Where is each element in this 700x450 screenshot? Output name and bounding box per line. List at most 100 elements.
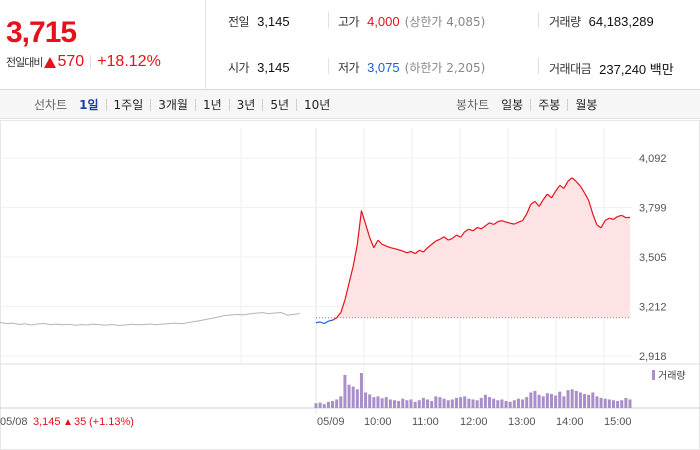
line-chart-title: 선차트: [34, 98, 68, 112]
prev-day-series-line: [0, 311, 301, 326]
volume-bar: [339, 396, 343, 408]
volume-bar: [314, 403, 318, 408]
up-triangle-icon: ▲: [63, 417, 73, 428]
volume-bar: [504, 401, 508, 408]
series-line-up: [604, 217, 610, 221]
stat-label: 거래량: [549, 15, 581, 29]
divider: [538, 12, 539, 28]
volume-bar: [393, 400, 396, 408]
prev-day-change: 35: [74, 416, 86, 428]
series-line-up: [596, 224, 602, 229]
series-line-up: [526, 203, 532, 215]
volume-bar: [409, 399, 413, 408]
volume-bar: [471, 399, 475, 408]
volume-bar: [331, 401, 335, 408]
divider: [228, 98, 230, 111]
volume-bar: [475, 400, 479, 408]
series-line-up: [352, 244, 358, 267]
tab-line-period-1[interactable]: 1일: [79, 98, 99, 112]
volume-bar: [578, 392, 582, 408]
series-line-up: [485, 222, 490, 227]
series-line-up: [555, 184, 561, 192]
series-line-up: [584, 192, 590, 201]
volume-bar: [421, 397, 425, 408]
divider: [105, 98, 107, 111]
tab-line-period-7[interactable]: 10년: [304, 98, 331, 112]
volume-bar: [322, 404, 326, 408]
tab-line-period-3[interactable]: 3개월: [158, 98, 188, 112]
volume-bar: [446, 400, 450, 408]
series-line-up: [472, 227, 478, 232]
tab-line-period-4[interactable]: 1년: [202, 98, 222, 112]
volume-bar: [347, 384, 351, 408]
volume-bar: [351, 386, 355, 408]
series-line-up: [571, 177, 577, 183]
volume-bar: [508, 401, 512, 408]
series-line-down: [315, 321, 321, 324]
volume-bar: [616, 401, 620, 408]
stat-label: 전일: [228, 15, 250, 29]
amount-stat: 거래대금 237,240 백만: [549, 59, 674, 78]
series-line-up: [390, 247, 395, 250]
y-tick-label: 3,799: [639, 202, 667, 214]
series-line-up: [373, 239, 379, 249]
series-line-up: [505, 221, 511, 224]
volume-bar: [500, 399, 504, 408]
series-line-up: [493, 221, 499, 225]
volume-bar: [376, 396, 380, 408]
volume-bar: [442, 398, 446, 408]
volume-bar: [541, 396, 545, 408]
divider: [328, 58, 329, 74]
x-tick-label: 11:00: [412, 416, 439, 428]
series-line-up: [419, 249, 424, 253]
tab-line-period-2[interactable]: 1주일: [113, 98, 144, 112]
series-line-up: [592, 213, 598, 226]
series-line-up: [410, 250, 416, 255]
series-line-up: [522, 213, 528, 222]
volume-legend-swatch: [652, 370, 655, 380]
volume-bar: [368, 394, 372, 408]
volume-bar: [620, 400, 624, 408]
series-line-up: [559, 184, 565, 189]
stat-value: 4,000: [367, 14, 400, 29]
volume-bar: [326, 401, 330, 408]
volume-bar: [624, 397, 628, 408]
series-line-up: [422, 247, 428, 253]
series-line-up: [377, 239, 383, 245]
tab-line-period-5[interactable]: 3년: [236, 98, 256, 112]
volume-bar: [550, 394, 553, 408]
volume-bar: [562, 396, 566, 408]
stat-label: 고가: [338, 15, 360, 29]
volume-bar: [587, 394, 591, 408]
volume-bar: [401, 398, 405, 408]
series-line-up: [534, 200, 540, 207]
stat-sub: (상한가 4,085): [404, 15, 486, 29]
series-line-up: [579, 185, 586, 194]
x-tick-label: 15:00: [604, 416, 632, 428]
volume-bar: [537, 394, 541, 408]
series-line-up: [542, 193, 548, 201]
tab-candle-period-3[interactable]: 월봉: [575, 98, 598, 112]
volume-bar: [454, 397, 458, 408]
tab-candle-period-2[interactable]: 주봉: [538, 98, 561, 112]
series-line-up: [369, 237, 375, 248]
tab-candle-period-1[interactable]: 일봉: [501, 98, 524, 112]
volume-bar: [434, 396, 438, 408]
y-tick-label: 3,505: [639, 252, 667, 264]
divider: [262, 98, 264, 111]
x-tick-label: 10:00: [364, 416, 392, 428]
tab-line-period-6[interactable]: 5년: [270, 98, 290, 112]
volume-bar: [628, 399, 632, 408]
change-row: 전일대비 570 +18.12%: [6, 53, 161, 71]
x-tick-label: 12:00: [460, 416, 488, 428]
volume-bar: [492, 398, 496, 408]
volume-bar: [483, 394, 487, 408]
stat-value: 3,145: [257, 60, 290, 75]
series-line-up: [575, 181, 581, 187]
series-line-up: [365, 223, 371, 238]
candle-chart-tabs: 봉차트 일봉 주봉 월봉: [456, 90, 597, 119]
series-line-up: [514, 221, 519, 225]
volume-bar: [355, 389, 359, 408]
open-stat: 시가 3,145: [228, 59, 290, 76]
series-line-up: [332, 317, 337, 321]
